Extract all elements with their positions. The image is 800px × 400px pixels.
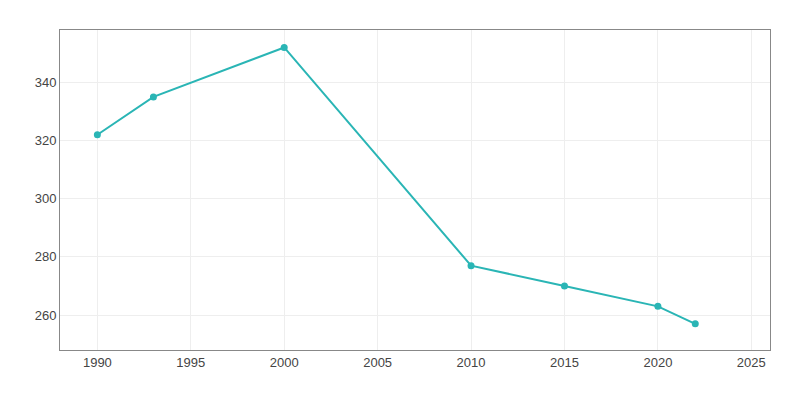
svg-text:300: 300 <box>35 191 57 206</box>
svg-text:260: 260 <box>35 308 57 323</box>
svg-text:2005: 2005 <box>363 355 392 370</box>
svg-text:2000: 2000 <box>270 355 299 370</box>
svg-text:340: 340 <box>35 75 57 90</box>
svg-text:1995: 1995 <box>176 355 205 370</box>
svg-text:280: 280 <box>35 249 57 264</box>
svg-text:2025: 2025 <box>737 355 766 370</box>
svg-text:2015: 2015 <box>550 355 579 370</box>
svg-text:1990: 1990 <box>83 355 112 370</box>
svg-text:2010: 2010 <box>457 355 486 370</box>
svg-text:2020: 2020 <box>643 355 672 370</box>
svg-text:320: 320 <box>35 133 57 148</box>
